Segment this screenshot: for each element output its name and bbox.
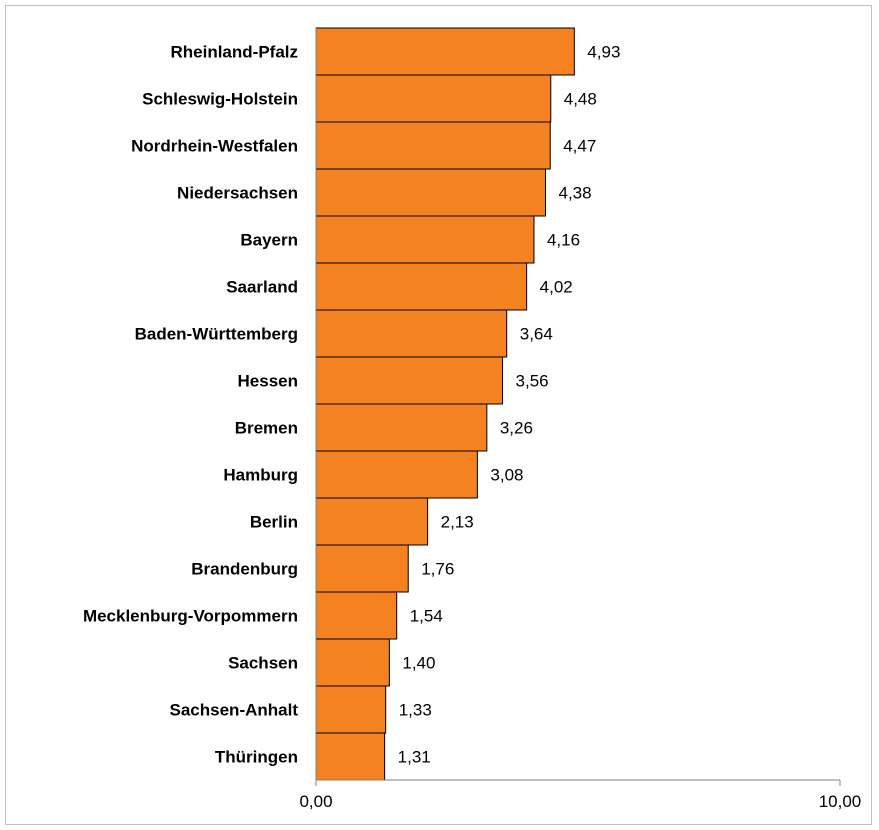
- value-label: 2,13: [441, 513, 474, 532]
- category-label: Saarland: [226, 278, 298, 297]
- value-label: 4,93: [587, 43, 620, 62]
- category-label: Hessen: [238, 372, 298, 391]
- category-label: Bayern: [240, 231, 298, 250]
- bar-2: [315, 121, 551, 170]
- bar-9: [315, 450, 478, 499]
- value-label: 3,08: [490, 466, 523, 485]
- category-label: Thüringen: [215, 748, 298, 767]
- bar-4: [315, 215, 535, 264]
- bar-3: [315, 168, 547, 217]
- value-label: 1,40: [402, 654, 435, 673]
- bar-13: [315, 638, 390, 687]
- bar-5: [315, 262, 528, 311]
- bar-11: [315, 544, 409, 593]
- value-label: 4,48: [564, 90, 597, 109]
- category-label: Niedersachsen: [177, 184, 298, 203]
- category-label: Sachsen-Anhalt: [170, 701, 299, 720]
- value-label: 3,56: [516, 372, 549, 391]
- category-label: Nordrhein-Westfalen: [131, 137, 298, 156]
- bar-1: [315, 74, 552, 123]
- value-label: 4,16: [547, 231, 580, 250]
- value-label: 3,64: [520, 325, 553, 344]
- value-label: 4,38: [559, 184, 592, 203]
- x-tick-label: 0,00: [299, 792, 332, 811]
- category-label: Mecklenburg-Vorpommern: [83, 607, 298, 626]
- bar-8: [315, 403, 488, 452]
- category-label: Brandenburg: [191, 560, 298, 579]
- bar-0: [315, 27, 575, 76]
- value-label: 1,31: [398, 748, 431, 767]
- value-label: 3,26: [500, 419, 533, 438]
- value-label: 1,76: [421, 560, 454, 579]
- bar-7: [315, 356, 504, 405]
- value-label: 1,54: [410, 607, 443, 626]
- bar-14: [315, 685, 387, 734]
- category-label: Hamburg: [223, 466, 298, 485]
- value-label: 4,47: [563, 137, 596, 156]
- bar-12: [315, 591, 398, 640]
- bar-6: [315, 309, 508, 358]
- category-label: Rheinland-Pfalz: [170, 43, 298, 62]
- category-label: Berlin: [250, 513, 298, 532]
- bar-10: [315, 497, 429, 546]
- value-label: 1,33: [399, 701, 432, 720]
- category-label: Sachsen: [228, 654, 298, 673]
- category-label: Bremen: [235, 419, 298, 438]
- category-label: Schleswig-Holstein: [142, 90, 298, 109]
- value-label: 4,02: [540, 278, 573, 297]
- x-tick-label: 10,00: [819, 792, 862, 811]
- category-label: Baden-Württemberg: [135, 325, 298, 344]
- bar-15: [315, 732, 386, 781]
